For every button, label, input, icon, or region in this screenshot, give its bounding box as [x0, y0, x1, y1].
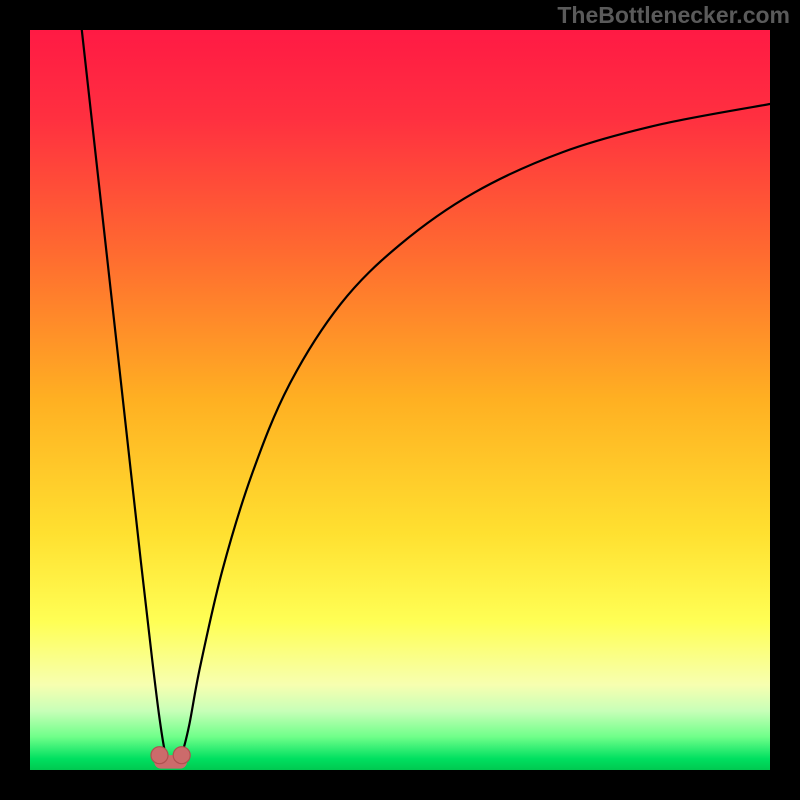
minimum-marker-0 [151, 747, 168, 764]
chart-svg [0, 0, 800, 800]
minimum-marker-1 [173, 747, 190, 764]
watermark-label: TheBottlenecker.com [557, 2, 790, 29]
plot-background [30, 30, 770, 770]
chart-container: TheBottlenecker.com [0, 0, 800, 800]
